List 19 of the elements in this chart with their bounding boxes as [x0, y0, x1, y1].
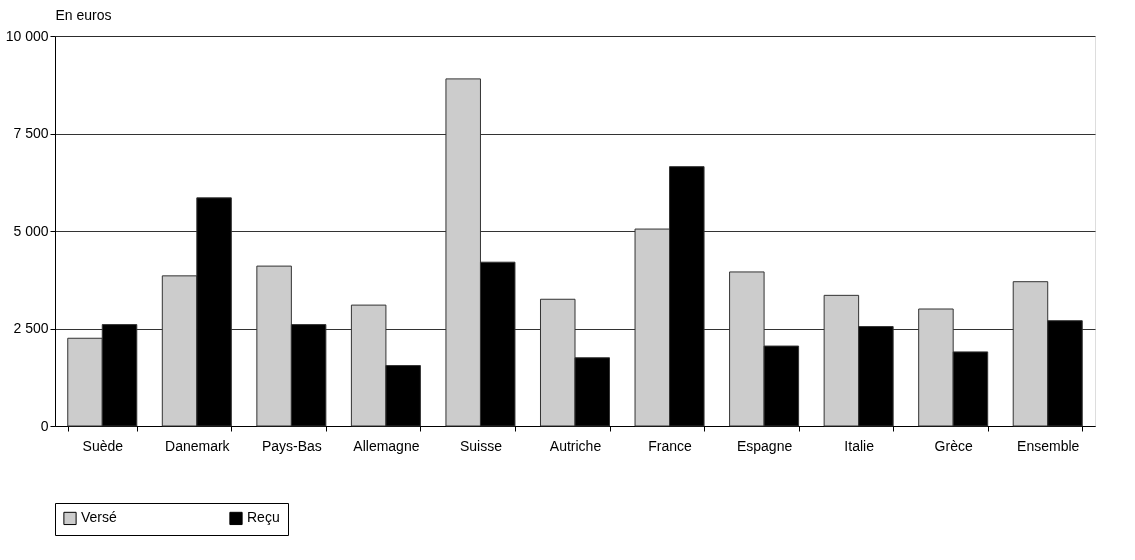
y-axis-title: En euros — [55, 6, 112, 23]
y-tick-label: 10 000 — [5, 27, 49, 44]
x-tick-label: Pays-Bas — [261, 437, 322, 454]
x-tick-label: Suède — [82, 437, 124, 454]
x-tick-label: Danemark — [165, 437, 231, 454]
y-tick-label: 0 — [40, 417, 49, 434]
x-tick-label: Espagne — [736, 437, 793, 454]
x-tick-label: Suisse — [459, 437, 503, 454]
y-tick-label: 2 500 — [13, 320, 49, 336]
y-tick-label: 7 500 — [13, 125, 49, 141]
x-tick-label: Allemagne — [353, 437, 420, 454]
legend-label: Reçu — [247, 509, 280, 526]
x-tick-label: Grèce — [934, 437, 973, 454]
x-tick-label: Autriche — [549, 437, 602, 454]
y-tick-label: 5 000 — [13, 222, 49, 239]
x-tick-label: France — [648, 437, 693, 454]
x-tick-label: Ensemble — [1017, 437, 1080, 454]
legend-label: Versé — [81, 509, 118, 526]
x-tick-label: Italie — [844, 437, 875, 454]
